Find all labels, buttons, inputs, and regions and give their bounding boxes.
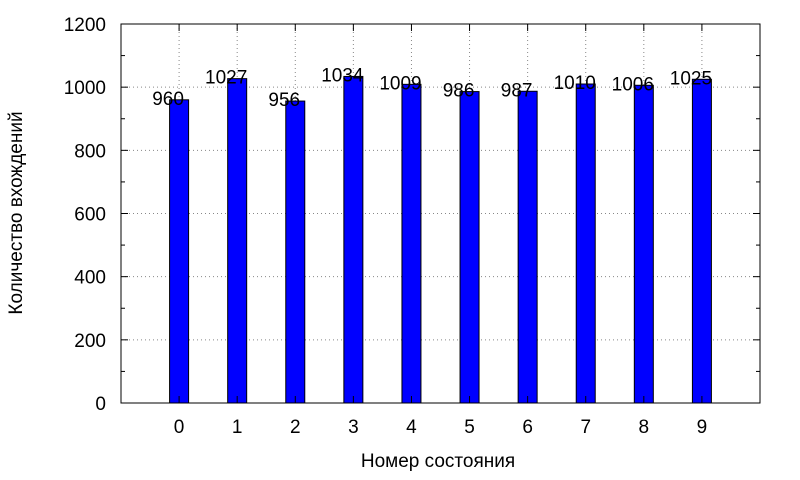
bar-value-label: 1034 (321, 65, 364, 86)
x-tick-label: 5 (464, 417, 475, 438)
bar (691, 78, 712, 404)
y-tick-label: 1000 (64, 78, 106, 99)
y-tick-label: 0 (95, 394, 106, 415)
y-tick-label: 400 (74, 268, 106, 289)
bar (575, 83, 596, 404)
bars (169, 75, 712, 404)
x-tick-label: 1 (232, 417, 243, 438)
x-tick-label: 7 (580, 417, 591, 438)
x-tick-label: 4 (406, 417, 417, 438)
y-tick-label: 600 (74, 205, 106, 226)
x-tick-label: 8 (639, 417, 650, 438)
y-tick-label: 800 (74, 141, 106, 162)
x-tick-label: 0 (174, 417, 185, 438)
bar-value-label: 1010 (554, 73, 596, 94)
x-tick-label: 6 (522, 417, 533, 438)
bar (343, 75, 364, 404)
y-axis-title: Количество вхождений (6, 111, 27, 314)
bar (459, 91, 480, 404)
bar (633, 84, 654, 404)
data-labels: 960 1027 956 1034 1009 986 987 1010 1006 1025 (152, 65, 712, 111)
bar-value-label: 1006 (612, 74, 654, 95)
y-tick-label: 200 (74, 331, 106, 352)
axes (120, 23, 761, 404)
bar-value-label: 1025 (670, 68, 712, 89)
bar-value-label: 1009 (379, 73, 421, 94)
tick-labels: 0 200 400 600 800 1000 1200 0 1 2 3 4 5 6 7 8 9 (64, 15, 707, 438)
bar-value-label: 960 (152, 89, 184, 110)
bar (227, 78, 248, 404)
bar-value-label: 1027 (205, 68, 247, 89)
bar (517, 90, 538, 404)
y-tick-label: 1200 (64, 15, 106, 36)
bar-value-label: 956 (268, 90, 300, 111)
x-tick-label: 3 (348, 417, 359, 438)
x-axis-title: Номер состояния (361, 451, 515, 472)
bar-value-label: 987 (501, 80, 533, 101)
bar (401, 83, 422, 404)
x-tick-label: 9 (697, 417, 708, 438)
bar (285, 100, 306, 404)
bar-value-label: 986 (443, 81, 475, 102)
plot-frame (120, 23, 761, 404)
bar (169, 99, 190, 404)
x-tick-label: 2 (290, 417, 301, 438)
